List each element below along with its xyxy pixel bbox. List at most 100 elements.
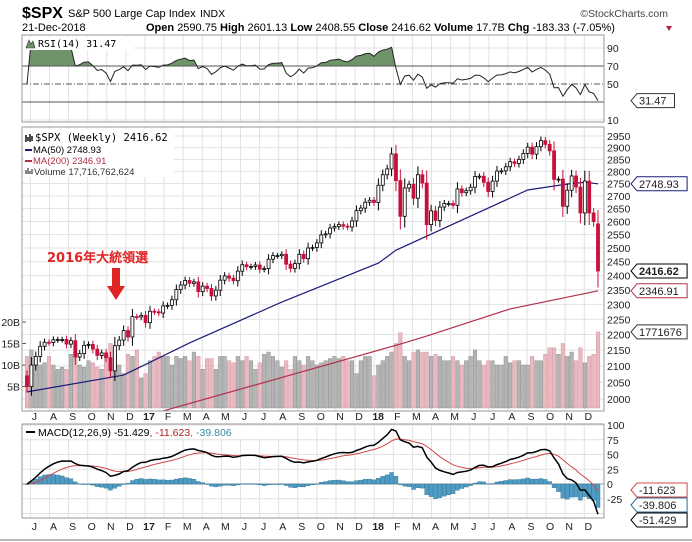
macd-histogram-bar	[314, 483, 320, 485]
macd-legend-bg	[24, 426, 282, 439]
candle-body	[148, 310, 152, 324]
macd-histogram-bar	[310, 483, 315, 486]
candle-body	[156, 311, 161, 314]
month-label: N	[107, 521, 115, 533]
volume-bar	[560, 343, 565, 409]
month-label: 18	[372, 411, 384, 423]
volume-bar	[99, 369, 104, 409]
close-tag-box	[630, 263, 688, 279]
candle-body	[517, 158, 521, 164]
macd-histogram-bar	[560, 483, 566, 499]
candle-body	[99, 352, 104, 356]
macd-histogram-bar	[521, 478, 526, 485]
brand-logo[interactable]: ©StockCharts.com	[580, 8, 668, 20]
candle-body	[152, 310, 157, 313]
volume-bar	[253, 369, 258, 409]
volume-bar	[279, 366, 284, 409]
volume-bar	[143, 373, 148, 409]
macd-histogram-bar	[367, 478, 372, 485]
macd-histogram-bar	[485, 483, 491, 485]
macd-histogram-bar	[534, 478, 539, 485]
month-label: S	[298, 411, 305, 423]
macd-histogram-bar	[143, 479, 148, 485]
rsi-icon	[25, 39, 36, 49]
candle-body	[310, 247, 315, 249]
volume-bar	[174, 356, 179, 409]
candle-body	[407, 183, 412, 189]
macd-histogram-bar	[279, 483, 284, 485]
candle-body	[556, 178, 561, 181]
macd-histogram-bar	[103, 483, 109, 489]
volume-bar	[538, 360, 543, 409]
price-tick-label: 2100	[607, 361, 631, 373]
macd-histogram-bar	[389, 472, 394, 485]
candle-body	[539, 140, 543, 148]
macd-histogram-bar	[565, 483, 570, 500]
volume-bar	[578, 347, 583, 409]
volume-bar	[367, 356, 372, 409]
month-label: S	[527, 411, 534, 423]
macd-histogram-bar	[235, 483, 241, 486]
month-label: A	[50, 411, 57, 423]
candle-body	[86, 344, 91, 346]
candle-body	[319, 234, 324, 244]
candle-body	[591, 212, 596, 222]
macd-histogram-bar	[442, 483, 447, 497]
volume-bar	[499, 364, 504, 409]
macd-histogram-bar	[332, 479, 337, 485]
volume-bar	[437, 356, 442, 409]
month-label: J	[32, 411, 37, 423]
volume-bar	[231, 362, 236, 409]
volume-legend: Volume 17,716,762,624	[34, 167, 134, 178]
macd-signal-tag: -11.623	[639, 485, 676, 497]
macd-histogram-bar	[125, 483, 131, 485]
macd-frame	[21, 423, 605, 519]
macd-histogram-bar	[376, 478, 381, 485]
value-tags: 31.47 2748.93 2416.62 2346.91 1771676 -11.623…	[630, 93, 688, 528]
macd-histogram-bar	[77, 483, 82, 485]
candle-body	[534, 146, 539, 155]
macd-histogram-bar	[275, 483, 280, 485]
volume-bar	[196, 356, 201, 409]
candle-body	[284, 253, 289, 265]
volume-bar	[508, 362, 513, 409]
volume-bar	[398, 332, 403, 409]
candle-body	[60, 339, 65, 341]
month-label: J	[261, 411, 266, 423]
macd-histogram-bar	[86, 483, 91, 485]
volume-bar	[284, 360, 289, 409]
candle-body	[134, 316, 139, 319]
macd-histogram-bar	[81, 483, 87, 485]
macd-histogram-bar	[345, 481, 350, 485]
macd-histogram-bar	[68, 478, 74, 485]
macd-histogram-bar	[42, 474, 47, 485]
month-label: N	[336, 521, 344, 533]
candle-body	[398, 180, 403, 217]
price-tick-label: 2900	[607, 143, 631, 155]
volume-bar	[534, 360, 539, 409]
macd-histogram-bar	[156, 479, 161, 485]
month-label: M	[183, 411, 192, 423]
candle-body	[490, 180, 495, 192]
candle-body	[253, 264, 258, 267]
volume-bar	[411, 351, 416, 409]
candle-body	[503, 166, 508, 172]
candle-body	[170, 299, 174, 306]
volume-bar	[385, 356, 390, 409]
candle-body	[363, 201, 368, 209]
candle-body	[196, 281, 201, 293]
rsi-tick-label: 70	[607, 61, 619, 73]
price-tick-label: 2200	[607, 330, 631, 342]
volume-bar	[240, 360, 245, 409]
candle-body	[279, 253, 284, 257]
macd-histogram-bar	[477, 481, 482, 485]
volume-bar	[459, 364, 464, 409]
macd-histogram-bar	[587, 483, 592, 499]
candle-body	[231, 277, 236, 282]
macd-histogram-bar	[288, 483, 293, 488]
volume-bar	[595, 331, 601, 409]
macd-histogram-bar	[398, 483, 403, 485]
candle-body	[446, 203, 451, 205]
month-label: M	[183, 521, 192, 533]
price-tick-label: 2500	[607, 243, 631, 255]
